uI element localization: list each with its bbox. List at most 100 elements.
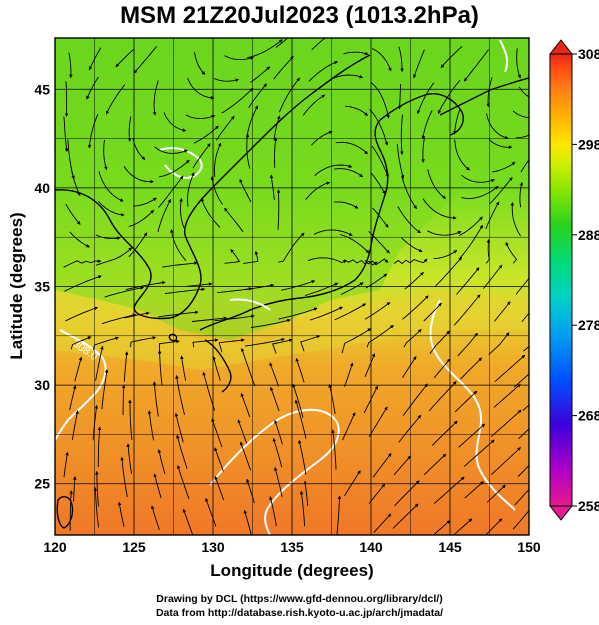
- streamline: [239, 178, 252, 203]
- streamline: [72, 476, 77, 502]
- streamline: [194, 52, 206, 75]
- streamline: [97, 426, 102, 468]
- streamline: [431, 420, 458, 446]
- streamline: [488, 139, 513, 150]
- streamline: [245, 133, 251, 169]
- streamline: [193, 125, 219, 144]
- x-tick-label: 130: [201, 539, 225, 555]
- streamline: [515, 134, 529, 139]
- streamline: [246, 478, 255, 504]
- streamline: [269, 362, 279, 387]
- streamline: [246, 105, 259, 139]
- streamline: [336, 495, 342, 535]
- colorbar-tick-label: 298: [578, 136, 599, 152]
- streamline: [486, 113, 509, 140]
- streamline: [486, 76, 493, 108]
- streamline: [458, 216, 483, 236]
- streamline: [331, 429, 337, 470]
- streamline: [368, 483, 386, 504]
- colorbar-top-triangle: [548, 39, 574, 55]
- streamline: [427, 230, 462, 236]
- streamline: [147, 410, 155, 441]
- streamline: [272, 437, 283, 468]
- streamline: [117, 501, 125, 527]
- streamline: [212, 356, 221, 381]
- streamline: [273, 115, 281, 141]
- y-tick-label: 30: [34, 377, 50, 393]
- streamline: [242, 250, 259, 264]
- streamline: [158, 339, 180, 354]
- streamline: [269, 496, 277, 527]
- x-tick-label: 145: [438, 539, 462, 555]
- streamline: [460, 357, 483, 380]
- streamline: [218, 338, 245, 353]
- streamline: [454, 390, 478, 413]
- streamline: [186, 282, 213, 287]
- x-axis-title: Longitude (degrees): [210, 561, 373, 580]
- streamline: [461, 186, 499, 199]
- streamline: [461, 174, 496, 183]
- streamline: [214, 314, 255, 322]
- y-tick-label: 25: [34, 476, 50, 492]
- streamline: [70, 336, 92, 350]
- streamline: [180, 355, 187, 381]
- streamline: [397, 206, 421, 234]
- streamline: [278, 232, 305, 263]
- streamline: [271, 338, 293, 354]
- streamline: [494, 301, 511, 322]
- streamline: [157, 198, 172, 233]
- colorbar-gradient: [549, 53, 573, 507]
- streamline: [413, 49, 425, 79]
- streamline: [276, 189, 281, 230]
- x-tick-label: 150: [517, 539, 541, 555]
- streamline: [392, 503, 419, 529]
- colorbar-tick-label: 258: [578, 498, 599, 514]
- streamline: [453, 518, 473, 535]
- streamline: [101, 369, 109, 410]
- x-tick-label: 135: [280, 539, 304, 555]
- streamline: [522, 404, 529, 411]
- streamline: [459, 224, 483, 259]
- streamline: [205, 497, 217, 527]
- streamline: [133, 46, 157, 74]
- streamline: [401, 176, 417, 210]
- streamline: [239, 441, 252, 471]
- streamline: [458, 423, 486, 448]
- streamline: [402, 355, 417, 378]
- streamline: [158, 310, 199, 318]
- streamline: [492, 162, 516, 173]
- streamline: [187, 172, 195, 207]
- streamline: [274, 419, 283, 445]
- streamline: [152, 381, 159, 417]
- streamline: [328, 384, 336, 415]
- streamline: [422, 198, 457, 220]
- streamline: [488, 332, 510, 356]
- streamline: [304, 282, 339, 297]
- streamline: [343, 51, 369, 56]
- streamline: [157, 449, 166, 475]
- streamline: [274, 467, 283, 497]
- x-tick-label: 125: [122, 539, 146, 555]
- y-tick-label: 45: [34, 81, 50, 97]
- streamline: [463, 49, 489, 82]
- y-tick-label: 40: [34, 180, 50, 196]
- page-title: MSM 21Z20Jul2023 (1013.2hPa): [120, 2, 479, 29]
- streamline: [224, 55, 254, 61]
- streamline: [214, 476, 225, 501]
- streamline: [123, 166, 154, 184]
- colorbar-ticks: 308 298 288 278 268 258: [572, 46, 599, 514]
- streamline: [152, 80, 159, 116]
- streamline: [520, 158, 529, 173]
- streamline: [334, 201, 359, 209]
- streamline: [157, 349, 163, 386]
- streamline: [335, 141, 368, 155]
- streamline: [339, 234, 370, 254]
- streamline: [398, 414, 422, 443]
- streamline: [237, 419, 248, 444]
- streamline: [493, 383, 521, 408]
- streamline: [215, 115, 235, 141]
- streamline: [273, 137, 278, 168]
- streamline: [437, 79, 461, 115]
- streamline: [423, 302, 442, 322]
- streamline: [86, 76, 99, 100]
